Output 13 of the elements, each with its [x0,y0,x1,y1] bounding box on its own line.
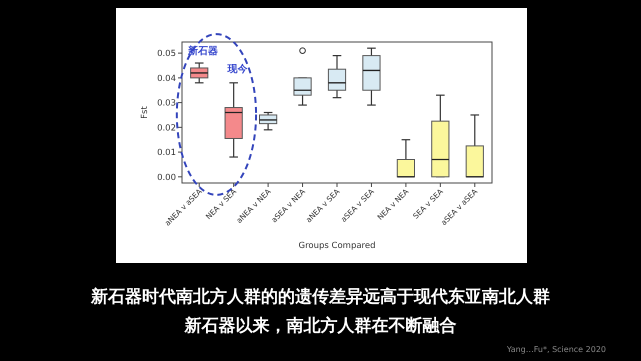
y-tick-label: 0.01 [157,148,176,158]
text: 新石器以来，南北方人群在不断融合 [184,316,456,336]
annotation: 现今 [226,63,249,75]
y-tick-label: 0.04 [157,74,176,84]
annotation: 新石器 [187,45,218,57]
text: 新石器时代南北方人群的的遗传差异远高于现代东亚南北人群 [90,287,550,307]
y-tick-label: 0.02 [157,123,176,134]
y-tick-label: 0.00 [157,172,176,183]
y-tick-label: 0.03 [157,98,176,109]
text: Yang…Fu*, Science 2020 [506,345,606,354]
x-axis-title: Groups Compared [298,241,376,251]
y-tick-label: 0.05 [157,49,176,60]
y-axis-title: Fst [140,106,150,119]
